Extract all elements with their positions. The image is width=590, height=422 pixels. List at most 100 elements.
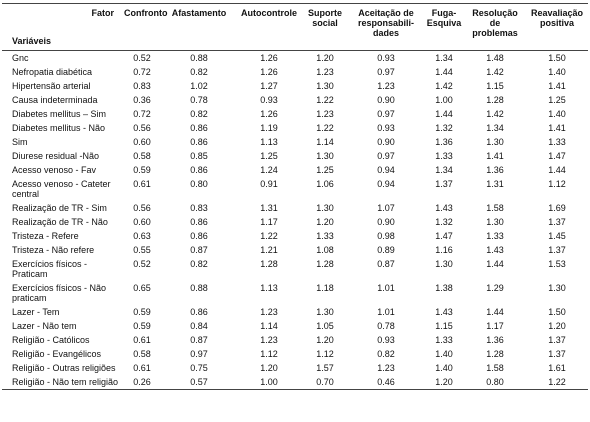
- cell-value: 1.43: [435, 307, 453, 317]
- header-row: Fator Variáveis Confronto Afastamento Auto…: [2, 3, 588, 51]
- cell-value: 0.93: [377, 53, 395, 63]
- cell-value: 1.40: [435, 349, 453, 359]
- cell-value: 1.30: [548, 283, 566, 293]
- cell-value: 1.33: [316, 231, 334, 241]
- table-row: Acesso venoso - Fav 0.59 0.86 1.24 1.25 0.94 1…: [2, 163, 588, 177]
- row-label: Diabetes mellitus - Não: [12, 123, 106, 133]
- row-label: Lazer - Tem: [12, 307, 60, 317]
- row-label: Religião - Outras religiões: [12, 363, 116, 373]
- cell-value: 0.82: [377, 349, 395, 359]
- cell-value: 1.27: [260, 81, 278, 91]
- cell-value: 1.36: [435, 137, 453, 147]
- cell-value: 1.33: [486, 231, 504, 241]
- cell-value: 1.26: [260, 53, 278, 63]
- cell-value: 1.36: [486, 335, 504, 345]
- cell-value: 1.41: [548, 123, 566, 133]
- cell-value: 1.30: [316, 307, 334, 317]
- cell-value: 1.30: [486, 217, 504, 227]
- cell-value: 1.05: [316, 321, 334, 331]
- cell-value: 1.58: [486, 203, 504, 213]
- cell-value: 0.60: [133, 217, 151, 227]
- table-row: Tristeza - Não refere 0.55 0.87 1.21 1.08 0.8…: [2, 243, 588, 257]
- cell-value: 1.37: [548, 349, 566, 359]
- row-label: Acesso venoso - Fav: [12, 165, 97, 175]
- cell-value: 0.63: [133, 231, 151, 241]
- cell-value: 1.48: [486, 53, 504, 63]
- row-label: Tristeza - Refere: [12, 231, 79, 241]
- cell-value: 1.17: [486, 321, 504, 331]
- cell-value: 0.60: [133, 137, 151, 147]
- cell-value: 1.50: [548, 307, 566, 317]
- table-body: Gnc 0.52 0.88 1.26 1.20 0.93 1.34 1.48 1.50 Nefro…: [2, 51, 588, 390]
- cell-value: 0.56: [133, 123, 151, 133]
- row-label: Tristeza - Não refere: [12, 245, 95, 255]
- cell-value: 0.86: [190, 165, 208, 175]
- cell-value: 1.06: [316, 179, 334, 189]
- corner-cell: Fator Variáveis: [2, 3, 122, 51]
- cell-value: 1.20: [316, 217, 334, 227]
- cell-value: 1.22: [260, 231, 278, 241]
- cell-value: 0.93: [260, 95, 278, 105]
- cell-value: 1.30: [316, 81, 334, 91]
- cell-value: 0.87: [190, 335, 208, 345]
- table-row: Lazer - Não tem 0.59 0.84 1.14 1.05 0.78 1.15 1…: [2, 319, 588, 333]
- cell-value: 0.98: [377, 231, 395, 241]
- cell-value: 0.88: [190, 283, 208, 293]
- table-row: Hipertensão arterial 0.83 1.02 1.27 1.30 1.23…: [2, 79, 588, 93]
- cell-value: 1.23: [316, 67, 334, 77]
- cell-value: 0.86: [190, 123, 208, 133]
- corner-top: Fator: [91, 8, 115, 18]
- cell-value: 0.61: [133, 335, 151, 345]
- cell-value: 1.23: [377, 81, 395, 91]
- cell-value: 1.07: [377, 203, 395, 213]
- cell-value: 1.43: [435, 203, 453, 213]
- cell-value: 0.94: [377, 165, 395, 175]
- cell-value: 0.84: [190, 321, 208, 331]
- table-row: Nefropatia diabética 0.72 0.82 1.26 1.23 0.97…: [2, 65, 588, 79]
- cell-value: 1.40: [548, 67, 566, 77]
- cell-value: 1.40: [435, 363, 453, 373]
- cell-value: 1.57: [316, 363, 334, 373]
- cell-value: 1.12: [316, 349, 334, 359]
- cell-value: 1.50: [548, 53, 566, 63]
- row-label: Religião - Católicos: [12, 335, 90, 345]
- cell-value: 1.37: [435, 179, 453, 189]
- table-row: Religião - Católicos 0.61 0.87 1.23 1.20 0.93…: [2, 333, 588, 347]
- row-label: Realização de TR - Não: [12, 217, 108, 227]
- cell-value: 0.82: [190, 259, 208, 269]
- cell-value: 1.30: [316, 203, 334, 213]
- cell-value: 0.97: [377, 109, 395, 119]
- table-row: Realização de TR - Sim 0.56 0.83 1.31 1.30 1.…: [2, 201, 588, 215]
- cell-value: 1.42: [486, 67, 504, 77]
- cell-value: 0.61: [133, 179, 151, 189]
- column-header: Reavaliação positiva: [526, 3, 588, 51]
- cell-value: 1.20: [316, 53, 334, 63]
- column-header: Fuga-Esquiva: [424, 3, 464, 51]
- cell-value: 1.30: [486, 137, 504, 147]
- cell-value: 0.72: [133, 67, 151, 77]
- cell-value: 0.78: [190, 95, 208, 105]
- cell-value: 1.23: [377, 363, 395, 373]
- cell-value: 1.34: [435, 165, 453, 175]
- table-row: Exercícios físicos - Praticam 0.52 0.82 1.2…: [2, 257, 588, 281]
- cell-value: 1.41: [486, 151, 504, 161]
- cell-value: 1.25: [316, 165, 334, 175]
- cell-value: 1.53: [548, 259, 566, 269]
- cell-value: 0.93: [377, 335, 395, 345]
- cell-value: 0.85: [190, 151, 208, 161]
- column-header: Afastamento: [162, 3, 236, 51]
- cell-value: 1.22: [316, 123, 334, 133]
- cell-value: 0.97: [377, 67, 395, 77]
- cell-value: 1.44: [548, 165, 566, 175]
- cell-value: 1.21: [260, 245, 278, 255]
- cell-value: 0.26: [133, 377, 151, 387]
- row-label: Causa indeterminada: [12, 95, 98, 105]
- row-label: Lazer - Não tem: [12, 321, 77, 331]
- cell-value: 1.25: [260, 151, 278, 161]
- cell-value: 0.82: [190, 109, 208, 119]
- cell-value: 1.20: [260, 363, 278, 373]
- cell-value: 1.47: [548, 151, 566, 161]
- cell-value: 0.80: [190, 179, 208, 189]
- row-label: Exercícios físicos - Praticam: [12, 259, 88, 279]
- cell-value: 1.17: [260, 217, 278, 227]
